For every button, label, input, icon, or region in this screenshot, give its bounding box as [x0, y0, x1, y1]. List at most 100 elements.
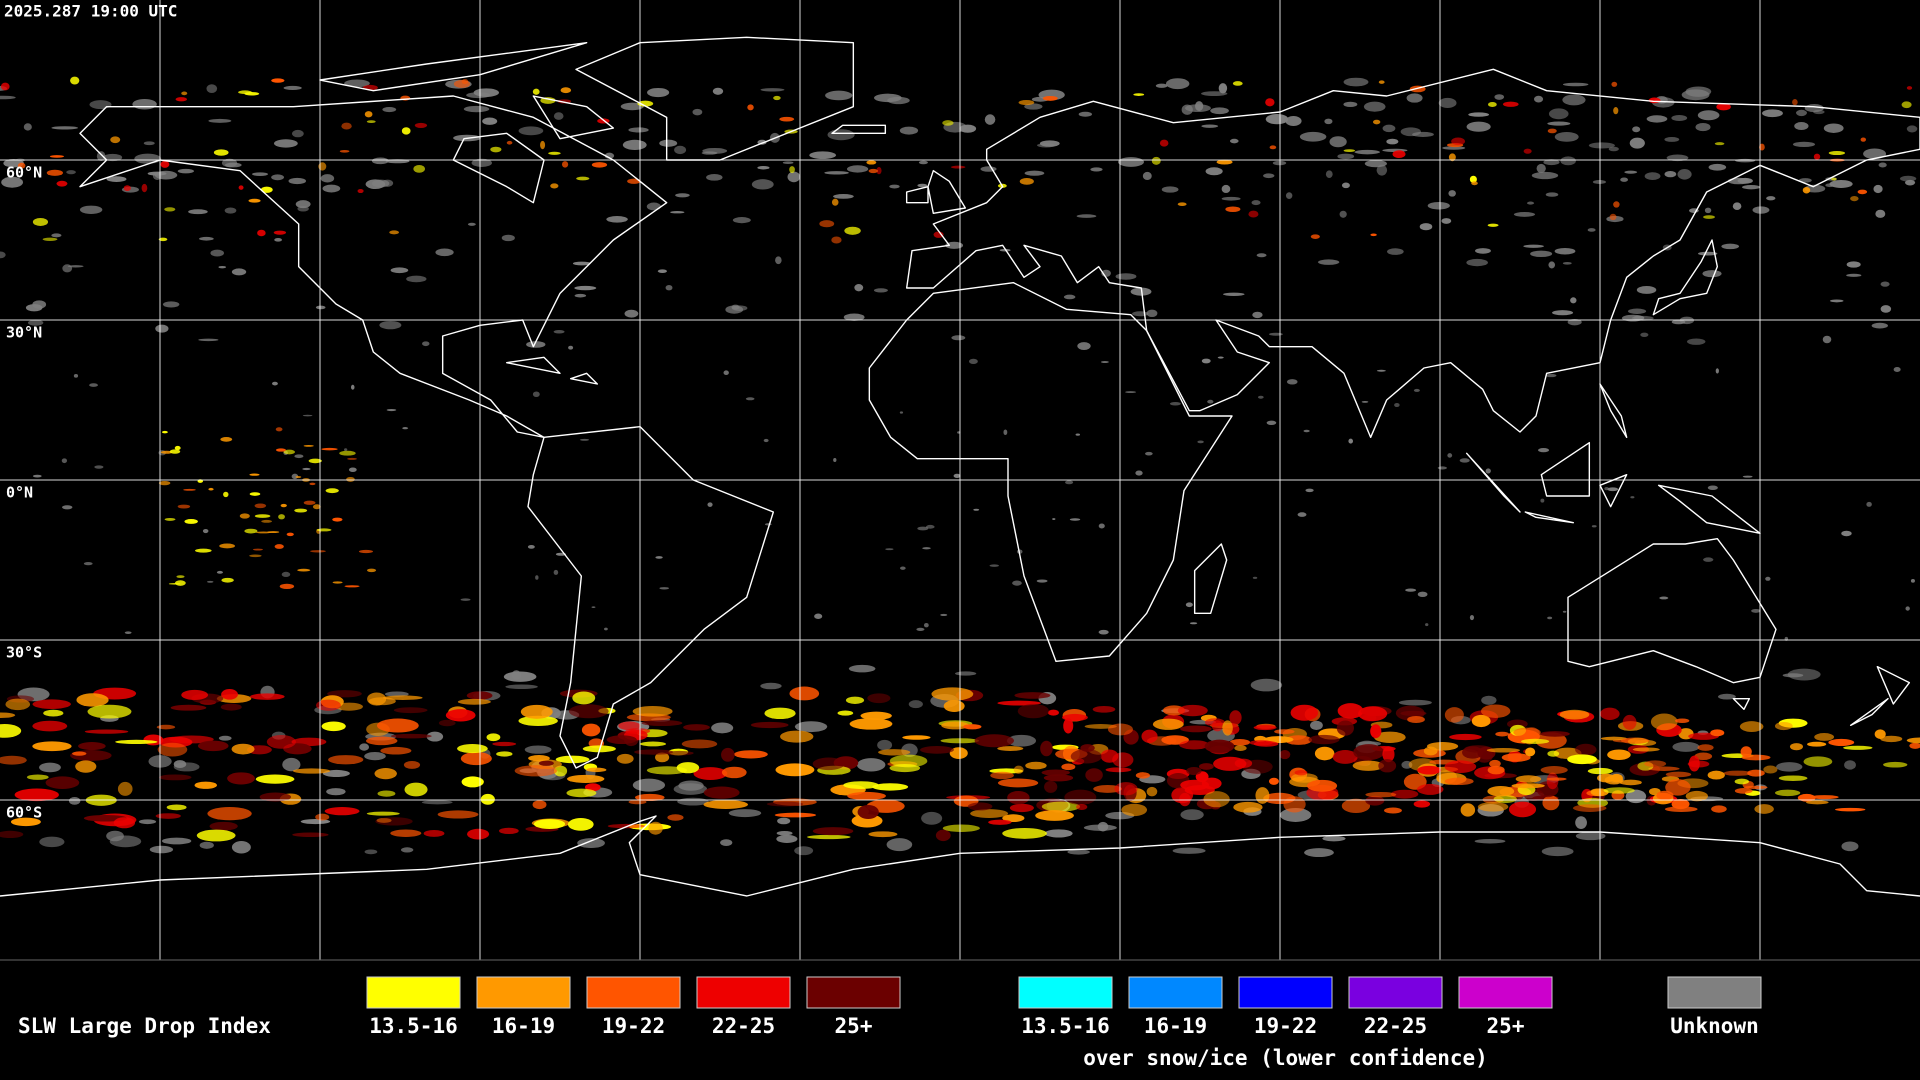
cloud-patch [160, 450, 173, 454]
cloud-patch [402, 426, 409, 430]
cloud-patch [1354, 149, 1380, 155]
cloud-patch [231, 743, 255, 755]
cloud-patch [413, 164, 426, 173]
cloud-patch [1002, 814, 1025, 823]
cloud-patch [195, 548, 212, 553]
cloud-patch [380, 746, 412, 755]
cloud-patch [1486, 747, 1520, 753]
cloud-patch [1609, 213, 1617, 221]
cloud-patch [315, 699, 341, 711]
cloud-patch [843, 313, 865, 321]
cloud-patch [532, 800, 547, 810]
cloud-patch [1310, 234, 1320, 239]
cloud-patch [1671, 798, 1690, 810]
cloud-patch [1802, 186, 1811, 194]
cloud-patch [1353, 744, 1385, 761]
cloud-patch [681, 739, 718, 749]
cloud-patch [1310, 720, 1323, 731]
cloud-patch [273, 139, 298, 148]
cloud-patch [886, 838, 913, 852]
cloud-patch [266, 734, 296, 749]
cloud-patch [1627, 308, 1647, 314]
cloud-patch [1716, 103, 1731, 111]
cloud-patch [1462, 746, 1484, 759]
cloud-patch [134, 153, 162, 164]
cloud-patch [68, 797, 81, 805]
cloud-patch [1562, 82, 1589, 87]
cloud-patch [259, 792, 292, 802]
cloud-patch [0, 712, 16, 719]
cloud-patch [1303, 429, 1310, 433]
cloud-patch [872, 783, 909, 791]
cloud-patch [618, 721, 641, 731]
cloud-patch [1523, 244, 1544, 248]
cloud-patch [1180, 809, 1204, 821]
cloud-patch [1899, 175, 1917, 182]
cloud-patch [51, 233, 62, 238]
cloud-patch [505, 684, 538, 690]
cloud-patch [916, 627, 925, 631]
cloud-patch [39, 762, 61, 773]
cloud-patch [367, 568, 377, 573]
cloud-patch [170, 704, 207, 711]
cloud-patch [1459, 458, 1470, 463]
cloud-patch [1265, 114, 1289, 125]
cloud-patch [632, 706, 673, 717]
cloud-patch [789, 686, 820, 701]
cloud-patch [1155, 83, 1168, 88]
cloud-patch [1740, 746, 1752, 757]
cloud-patch [917, 183, 928, 188]
cloud-patch [158, 237, 168, 242]
cloud-patch [933, 231, 944, 238]
cloud-patch [374, 768, 397, 780]
cloud-patch [1297, 512, 1307, 517]
cloud-patch [1471, 181, 1478, 186]
cloud-patch [794, 721, 828, 733]
caribbean [507, 357, 598, 384]
cloud-patch [847, 791, 886, 801]
cloud-patch [1664, 806, 1698, 812]
cloud-patch [1710, 729, 1725, 737]
cloud-patch [87, 704, 132, 719]
cloud-patch [1672, 741, 1700, 752]
cloud-patch [1263, 173, 1275, 179]
cloud-patch [1047, 709, 1059, 716]
cloud-patch [725, 305, 744, 314]
cloud-patch [1792, 99, 1798, 106]
cloud-patch [1659, 596, 1669, 600]
cloud-patch [280, 503, 287, 508]
cloud-patch [294, 454, 304, 459]
cloud-patch [1152, 718, 1184, 730]
cloud-patch [390, 267, 409, 274]
greenland [576, 37, 853, 160]
cloud-patch [1547, 128, 1557, 134]
cloud-patch [486, 733, 501, 742]
eurasia [907, 69, 1920, 437]
madagascar [1195, 544, 1227, 613]
cloud-patch [1290, 704, 1319, 721]
cloud-patch [1650, 713, 1678, 731]
cloud-patch [918, 160, 928, 165]
cloud-patch [1417, 765, 1442, 775]
cloud-patch [61, 458, 68, 464]
cloud-patch [1846, 273, 1862, 277]
cloud-patch [177, 168, 194, 174]
cloud-patch [1090, 167, 1103, 172]
legend-title: SLW Large Drop Index [18, 1014, 271, 1038]
cloud-patch [160, 160, 170, 168]
cloud-patch [1370, 724, 1382, 739]
cloud-patch [1540, 731, 1570, 737]
cloud-patch [357, 189, 364, 194]
cloud-patch [375, 817, 413, 826]
cloud-patch [1304, 848, 1334, 858]
cloud-patch [1765, 576, 1771, 581]
cloud-patch [1085, 768, 1103, 782]
cloud-patch [1521, 738, 1550, 744]
cloud-patch [935, 829, 951, 842]
cloud-patch [1547, 616, 1553, 620]
cloud-patch [707, 502, 713, 507]
cloud-patch [1782, 673, 1804, 678]
cloud-patch [794, 846, 814, 856]
cloud-patch [1112, 752, 1134, 768]
cloud-patch [655, 556, 663, 559]
